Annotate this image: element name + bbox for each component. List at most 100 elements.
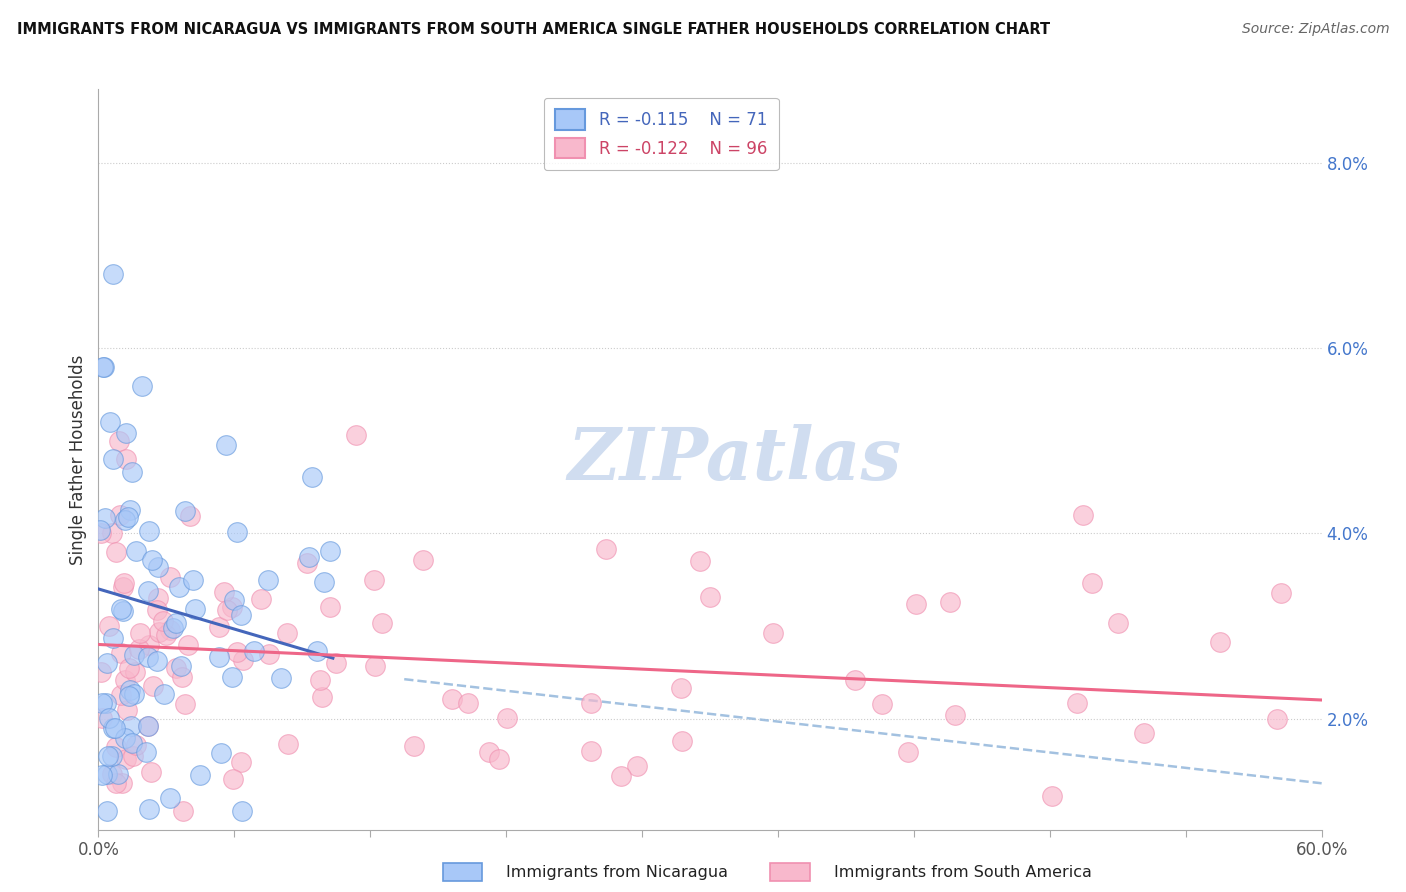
Point [90, 526, 112, 541]
Point [159, 791, 181, 805]
Point [938, 595, 960, 609]
Point [226, 525, 249, 540]
Text: ZIPatlas: ZIPatlas [568, 424, 901, 495]
Point [232, 653, 254, 667]
Point [122, 748, 145, 763]
Point [153, 687, 176, 701]
Point [91, 711, 114, 725]
Point [131, 378, 153, 392]
Point [138, 524, 160, 538]
Point [152, 615, 174, 629]
Point [124, 665, 146, 679]
Point [215, 603, 238, 617]
Point [91, 359, 114, 374]
Point [478, 745, 501, 759]
Point [344, 427, 367, 442]
Point [1132, 726, 1154, 740]
Point [110, 688, 132, 702]
Point [309, 673, 332, 687]
Point [277, 737, 299, 751]
Point [121, 465, 143, 479]
Point [207, 620, 229, 634]
Point [96, 767, 118, 781]
Point [159, 623, 181, 637]
Point [699, 590, 721, 604]
Point [136, 583, 159, 598]
Point [581, 696, 603, 710]
Point [179, 508, 201, 523]
Point [120, 719, 142, 733]
Point [135, 745, 157, 759]
Point [1066, 696, 1088, 710]
Point [139, 765, 162, 780]
Point [122, 687, 145, 701]
Point [762, 626, 785, 640]
Point [121, 736, 143, 750]
Point [488, 752, 510, 766]
Point [626, 759, 648, 773]
Point [1081, 576, 1104, 591]
Point [162, 621, 184, 635]
Point [257, 647, 280, 661]
Point [689, 554, 711, 568]
Text: Immigrants from Nicaragua: Immigrants from Nicaragua [506, 865, 728, 880]
Point [669, 681, 692, 695]
Point [312, 575, 335, 590]
Point [1107, 615, 1129, 630]
Point [96, 804, 118, 818]
Point [114, 452, 136, 467]
Point [243, 644, 266, 658]
Point [495, 711, 517, 725]
Text: IMMIGRANTS FROM NICARAGUA VS IMMIGRANTS FROM SOUTH AMERICA SINGLE FATHER HOUSEHO: IMMIGRANTS FROM NICARAGUA VS IMMIGRANTS … [17, 22, 1050, 37]
Point [138, 638, 160, 652]
Point [363, 658, 385, 673]
Point [166, 661, 188, 675]
Point [128, 641, 150, 656]
Point [93, 359, 115, 374]
Point [298, 549, 321, 564]
Point [305, 644, 328, 658]
Point [91, 767, 114, 781]
Point [184, 602, 207, 616]
Point [172, 804, 194, 818]
Point [103, 721, 125, 735]
Point [671, 734, 693, 748]
Point [177, 638, 200, 652]
Point [115, 752, 138, 766]
Point [97, 711, 120, 725]
Point [1265, 712, 1288, 726]
Point [231, 607, 253, 622]
Point [108, 508, 131, 522]
Point [114, 512, 136, 526]
Point [122, 648, 145, 662]
Point [90, 665, 112, 679]
Point [125, 739, 148, 753]
Point [325, 656, 347, 670]
Point [104, 721, 127, 735]
Point [1040, 789, 1063, 804]
Point [457, 696, 479, 710]
Point [118, 689, 141, 703]
Point [128, 626, 150, 640]
Point [170, 658, 193, 673]
Point [142, 679, 165, 693]
Point [1073, 508, 1095, 522]
Point [595, 542, 617, 557]
Point [115, 703, 138, 717]
Point [229, 755, 252, 769]
Legend: R = -0.115    N = 71, R = -0.122    N = 96: R = -0.115 N = 71, R = -0.122 N = 96 [544, 97, 779, 169]
Point [138, 802, 160, 816]
Point [146, 654, 169, 668]
Point [96, 657, 118, 671]
Point [270, 671, 292, 685]
Point [107, 767, 129, 781]
Point [222, 593, 245, 607]
Point [208, 649, 231, 664]
Point [141, 553, 163, 567]
Point [155, 628, 177, 642]
Point [148, 559, 170, 574]
Point [112, 575, 135, 590]
Point [97, 748, 120, 763]
Point [222, 772, 245, 786]
Point [125, 544, 148, 558]
